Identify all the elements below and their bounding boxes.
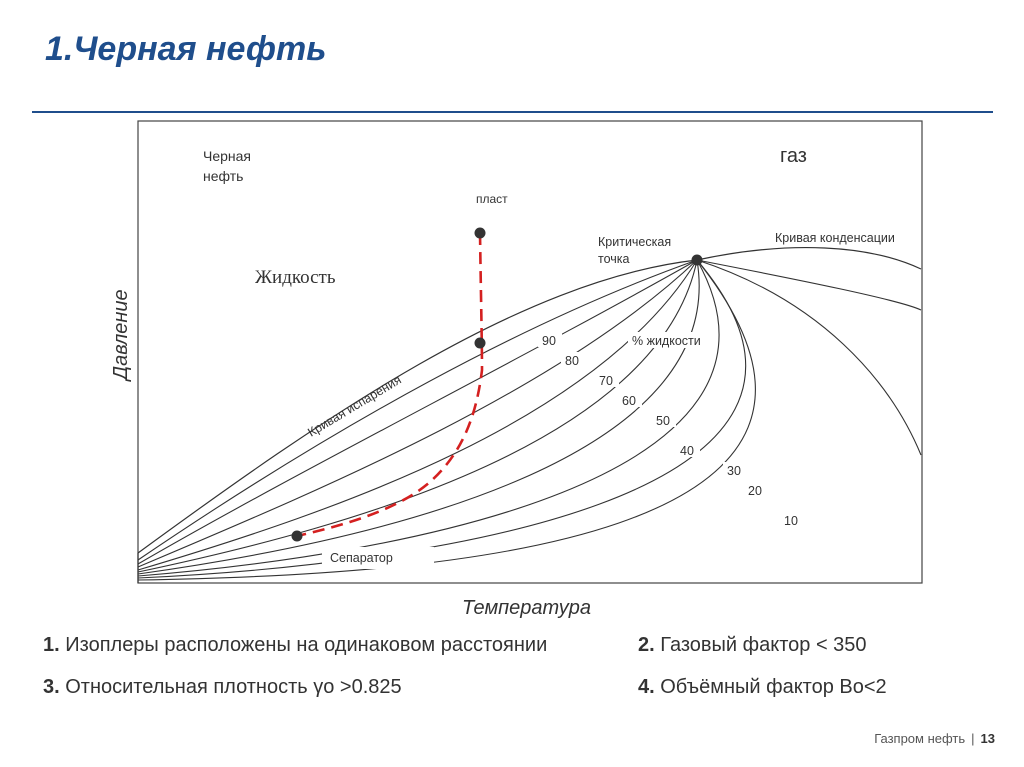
footer-separator: |: [971, 731, 975, 746]
iso-label-10: 10: [784, 514, 798, 528]
iso-label-backgrounds: [322, 332, 804, 569]
separator-point: [291, 530, 303, 542]
bullet-3-number: 3.: [43, 676, 60, 698]
iso-label-20: 20: [748, 484, 762, 498]
iso-label-90: 90: [542, 334, 556, 348]
iso-curve-50: [137, 259, 698, 573]
bullet-2: 2. Газовый фактор < 350: [638, 634, 867, 657]
critical-point: [691, 254, 703, 266]
iso-label-60: 60: [622, 394, 636, 408]
footer: Газпром нефть | 13: [874, 731, 995, 746]
diagram-frame: [137, 120, 923, 584]
slide-title: 1.Черная нефть: [45, 30, 327, 68]
iso-curve-40: [137, 259, 700, 575]
iso-curve-30: [137, 259, 720, 577]
iso-label-70: 70: [599, 374, 613, 388]
bullet-1-number: 1.: [43, 634, 60, 656]
black-oil-label-1: Черная: [203, 148, 251, 164]
bubble-point-curve-label: Кривая испарения: [305, 373, 403, 440]
bullet-2-number: 2.: [638, 634, 655, 656]
title-divider: [32, 111, 993, 113]
iso-curve-80: [137, 259, 698, 565]
bullet-3: 3. Относительная плотность γo >0.825: [43, 676, 402, 699]
x-axis-label: Температура: [462, 597, 591, 619]
bubble-point-curve: [137, 259, 698, 554]
separator-label: Сепаратор: [330, 551, 393, 565]
bullet-4-number: 4.: [638, 676, 655, 698]
iso-label-40: 40: [680, 444, 694, 458]
bullet-4: 4. Объёмный фактор Bo<2: [638, 676, 887, 699]
dew-point-curve-label: Кривая конденсации: [775, 231, 895, 245]
iso-label-50: 50: [656, 414, 670, 428]
bullet-4-text: Объёмный фактор Bo<2: [654, 676, 887, 698]
critical-point-label-1: Критическая: [598, 235, 671, 249]
reservoir-label: пласт: [476, 192, 508, 206]
iso-curve-10: [137, 259, 756, 581]
iso-curve-60: [137, 259, 698, 571]
gas-region-label: газ: [780, 145, 807, 167]
liquid-region-label: Жидкость: [255, 267, 336, 288]
reservoir-point: [474, 227, 486, 239]
iso-legend-label: % жидкости: [632, 334, 701, 348]
iso-curve-90: [137, 259, 698, 561]
iso-curve-70: [137, 259, 698, 568]
y-axis-label: Давление: [110, 289, 132, 382]
bullet-1: 1. Изоплеры расположены на одинаковом ра…: [43, 634, 547, 657]
iso-label-30: 30: [727, 464, 741, 478]
critical-point-label-2: точка: [598, 252, 630, 266]
black-oil-label-2: нефть: [203, 168, 243, 184]
page-number: 13: [980, 731, 995, 746]
bullet-3-text: Относительная плотность γo >0.825: [59, 676, 402, 698]
dew-point-curve: [696, 247, 922, 270]
iso-curve-outer-2: [696, 259, 922, 456]
bullet-2-text: Газовый фактор < 350: [654, 634, 867, 656]
iso-curve-outer-1: [696, 259, 922, 311]
production-path: [296, 232, 484, 538]
iso-label-80: 80: [565, 354, 579, 368]
footer-company: Газпром нефть: [874, 731, 966, 746]
iso-curve-20: [137, 259, 746, 579]
bubble-point-crossing: [474, 337, 486, 349]
bullet-1-text: Изоплеры расположены на одинаковом расст…: [59, 634, 548, 656]
